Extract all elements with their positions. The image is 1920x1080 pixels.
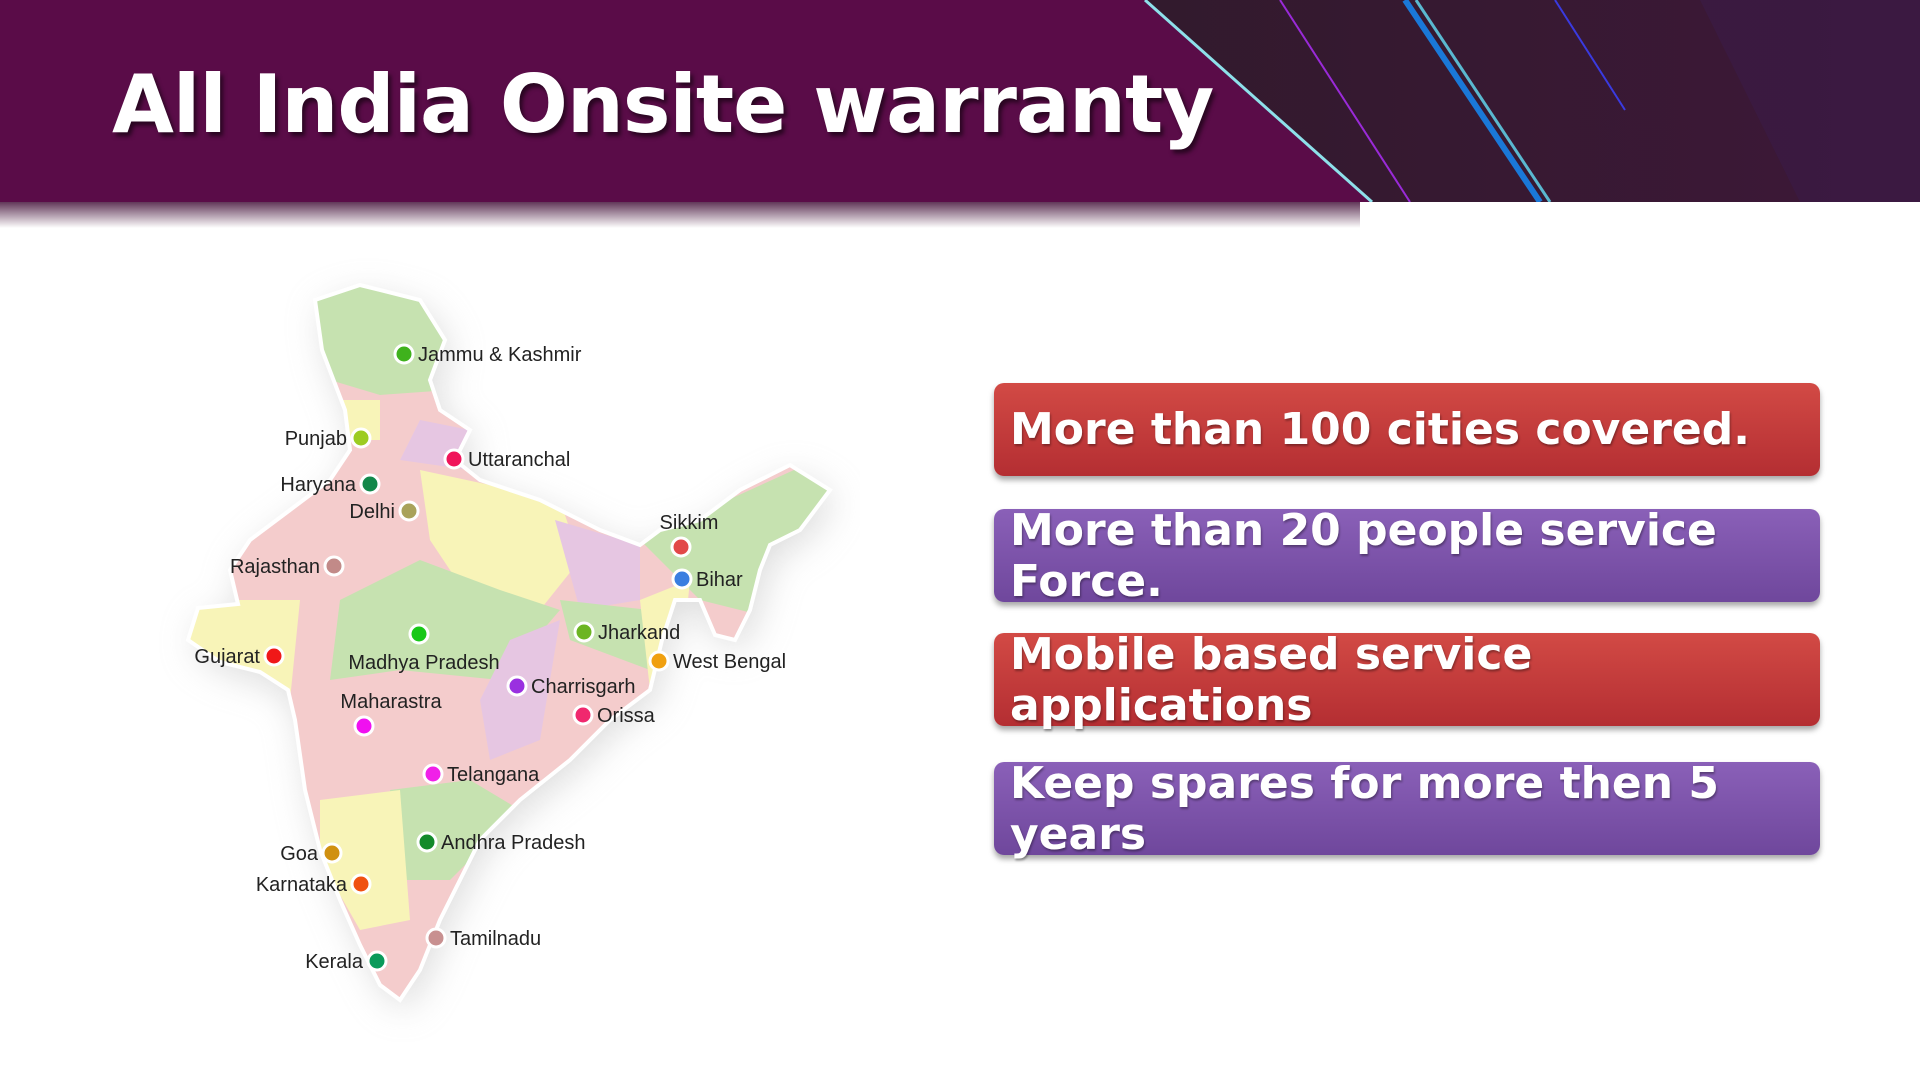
state-dot — [350, 873, 372, 895]
state-marker: Punjab — [285, 427, 372, 450]
state-marker: Rajasthan — [230, 555, 345, 578]
state-marker: Haryana — [280, 473, 381, 496]
state-dot — [670, 536, 692, 558]
state-marker: Gujarat — [194, 645, 285, 668]
state-label: Maharastra — [340, 691, 442, 713]
state-dot — [506, 675, 528, 697]
feature-spares: Keep spares for more then 5 years — [994, 758, 1820, 860]
state-marker: Madhya Pradesh — [348, 623, 500, 674]
state-dot — [321, 842, 343, 864]
state-dot — [422, 763, 444, 785]
state-label: Sikkim — [660, 512, 719, 534]
state-dot — [263, 645, 285, 667]
state-dot — [648, 650, 670, 672]
state-label: Charrisgarh — [531, 676, 635, 698]
state-marker: Charrisgarh — [506, 675, 635, 698]
state-label: Orissa — [597, 705, 656, 727]
state-marker: Uttaranchal — [443, 448, 570, 471]
state-label: Karnataka — [256, 874, 348, 896]
page-title: All India Onsite warranty — [112, 58, 1214, 151]
state-label: Delhi — [349, 501, 395, 523]
india-map: Jammu & Kashmir Punjab Uttaranchal Haryana D… — [186, 283, 836, 1010]
state-marker: Telangana — [422, 763, 540, 786]
state-label: Rajasthan — [230, 556, 320, 578]
state-dot — [398, 500, 420, 522]
state-label: Kerala — [305, 951, 364, 973]
header-banner: All India Onsite warranty — [0, 0, 1920, 202]
state-label: Andhra Pradesh — [441, 832, 586, 854]
feature-cities-covered: More than 100 cities covered. — [994, 383, 1820, 476]
state-marker: Jharkand — [573, 621, 680, 644]
state-label: Haryana — [280, 474, 356, 496]
state-dot — [323, 555, 345, 577]
state-label: Jammu & Kashmir — [418, 344, 582, 366]
state-marker: Jammu & Kashmir — [393, 343, 582, 366]
state-dot — [366, 950, 388, 972]
state-label: Jharkand — [598, 622, 680, 644]
state-dot — [393, 343, 415, 365]
state-dot — [350, 427, 372, 449]
feature-mobile-apps: Mobile based service applications — [994, 629, 1820, 731]
state-marker: Tamilnadu — [425, 927, 541, 950]
state-marker: Delhi — [349, 500, 420, 523]
state-label: Telangana — [447, 764, 540, 786]
state-dot — [408, 623, 430, 645]
state-marker: Kerala — [305, 950, 388, 973]
state-dot — [359, 473, 381, 495]
state-label: Gujarat — [194, 646, 260, 668]
state-dot — [573, 621, 595, 643]
state-marker: Goa — [280, 842, 343, 865]
state-dot — [671, 568, 693, 590]
state-marker: Karnataka — [256, 873, 372, 896]
state-dot — [572, 704, 594, 726]
header-decoration — [0, 0, 1920, 202]
state-dot — [353, 715, 375, 737]
state-marker: Orissa — [572, 704, 656, 727]
state-marker: Maharastra — [340, 691, 442, 737]
header-shadow — [0, 202, 1360, 228]
state-marker: Sikkim — [660, 512, 719, 558]
state-dot — [425, 927, 447, 949]
state-marker: West Bengal — [648, 650, 786, 673]
state-marker: Bihar — [671, 568, 743, 591]
feature-service-force: More than 20 people service Force. — [994, 505, 1820, 607]
state-label: Uttaranchal — [468, 449, 570, 471]
state-label: Madhya Pradesh — [348, 652, 499, 674]
state-dot — [443, 448, 465, 470]
state-dot — [416, 831, 438, 853]
state-label: West Bengal — [673, 651, 786, 673]
state-marker: Andhra Pradesh — [416, 831, 586, 854]
state-label: Bihar — [696, 569, 743, 591]
state-label: Tamilnadu — [450, 928, 541, 950]
state-label: Punjab — [285, 428, 347, 450]
state-label: Goa — [280, 843, 319, 865]
